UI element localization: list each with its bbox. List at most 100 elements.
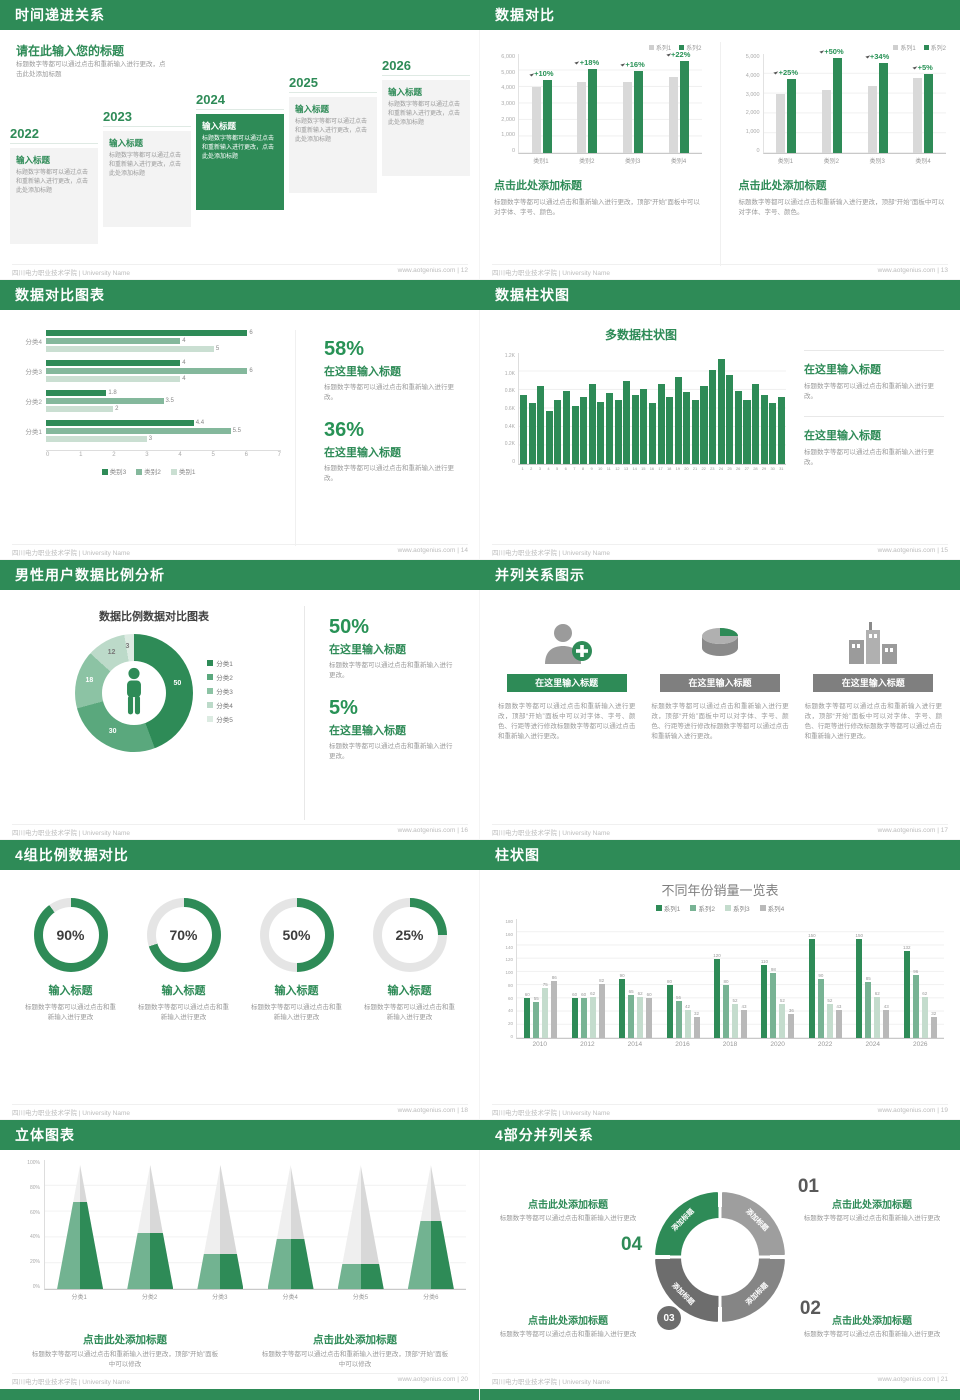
x-tick-label: 4 <box>178 452 182 458</box>
x-tick-label: 类别1 <box>533 159 549 165</box>
item-title-button[interactable]: 在这里输入标题 <box>813 674 934 692</box>
y-tick-label: 20 <box>507 1021 513 1027</box>
stat-value: 36% <box>324 419 365 442</box>
value-label: 120 <box>713 952 721 958</box>
timeline-item[interactable]: 2024 输入标题 标题数字等都可以通过点击和重新输入进行更改，点击此处添加标题 <box>196 92 284 210</box>
y-tick-label: 6,000 <box>501 54 515 60</box>
bar-series2 <box>924 73 934 153</box>
bar <box>554 399 562 464</box>
segment-label: 12 <box>107 648 116 656</box>
bar-group[interactable]: +5% <box>900 54 946 153</box>
bar-group[interactable]: +10% <box>519 54 565 153</box>
bar <box>769 402 777 464</box>
bar-group[interactable]: 80 56 42 32 <box>659 919 706 1038</box>
pct-label: +5% <box>912 63 933 72</box>
y-axis: 1.2K 1.0K 0.8K 0.6K 0.4K 0.2K 0 <box>496 353 518 465</box>
footer-school-text: 四川电力职业技术学院 | University Name <box>12 1110 130 1117</box>
hbar <box>46 368 248 374</box>
bar <box>657 384 665 464</box>
hbar-group[interactable]: 分类1 4.4 5.5 3 <box>16 420 281 444</box>
bar <box>731 1003 738 1038</box>
chart-title: 数据比例数据对比图表 <box>99 611 209 623</box>
timeline-item[interactable]: 2025 输入标题 标题数字等都可以通过点击和重新输入进行更改，点击此处添加标题 <box>289 75 377 193</box>
item-title-button[interactable]: 在这里输入标题 <box>506 674 627 692</box>
x-axis: 分类1 分类2 分类3 分类4 分类5 分类6 <box>44 1290 466 1301</box>
cone-item[interactable] <box>267 1165 314 1289</box>
value-label: 52 <box>827 997 833 1003</box>
legend-item: 系列1 <box>648 43 671 52</box>
timeline-item[interactable]: 2026 输入标题 标题数字等都可以通过点击和重新输入进行更改，点击此处添加标题 <box>382 58 470 176</box>
timeline-item[interactable]: 2022 输入标题 标题数字等都可以通过点击和重新输入进行更改，点击此处添加标题 <box>10 126 98 244</box>
slide-title: 立体图表 <box>15 1127 75 1143</box>
x-tick-label: 16 <box>649 466 655 471</box>
y-tick-label: 0.6K <box>504 405 515 412</box>
cone-item[interactable] <box>407 1165 454 1289</box>
value-label: 6 <box>249 368 253 374</box>
cone-item[interactable] <box>197 1165 244 1289</box>
bar <box>537 386 545 464</box>
item-title-button[interactable]: 在这里输入标题 <box>659 674 780 692</box>
bar-group[interactable]: +18% <box>565 54 611 153</box>
parallel-columns: 在这里输入标题 标题数字等都可以通过点击和重新输入进行更改，顶部“开始”面板中可… <box>480 590 960 826</box>
footer-school-text: 四川电力职业技术学院 | University Name <box>492 270 610 277</box>
bar-group[interactable]: 60 55 75 86 <box>517 919 564 1038</box>
y-tick-label: 20% <box>29 1259 40 1266</box>
bar-group[interactable]: 110 98 52 36 <box>754 919 801 1038</box>
bar-group[interactable]: +25% <box>764 54 810 153</box>
timeline-item[interactable]: 2023 输入标题 标题数字等都可以通过点击和重新输入进行更改，点击此处添加标题 <box>103 109 191 227</box>
bar-group[interactable]: +34% <box>855 52 901 153</box>
donut-panel: 数据比例数据对比图表 50 30 18 12 3 分类1 分类2 分类3 分类4 分类5 <box>14 600 294 826</box>
bar-series2 <box>588 68 598 153</box>
ratio-item[interactable]: 70% 输入标题 标题数字等都可以通过点击和重新输入进行更改 <box>127 898 240 1106</box>
x-axis: 类别1 类别2 类别3 类别4 <box>494 156 702 165</box>
bar-group[interactable]: +22% <box>656 50 702 153</box>
item-desc: 标题数字等都可以通过点击和重新输入进行更改，顶部“开始”面板中可以对字体、字号、… <box>651 703 789 741</box>
bar-group[interactable]: +50% <box>809 47 855 153</box>
bar-group[interactable]: 132 96 62 32 <box>897 919 944 1038</box>
cone-fill <box>127 1233 174 1289</box>
item-title: 输入标题 <box>48 985 93 997</box>
bar <box>683 391 691 464</box>
hbar-group[interactable]: 分类2 1.8 3.5 2 <box>16 390 281 414</box>
slide-footer: 四川电力职业技术学院 | University Name www.aotgeniu… <box>12 1104 468 1117</box>
y-tick-label: 0.4K <box>504 423 515 430</box>
slide-data-compare: 数据对比 系列1 系列2 6,000 5,000 4,000 3,000 2,000 1,00… <box>479 0 960 281</box>
bar <box>761 965 768 1038</box>
stat-desc: 标题数字等都可以通过点击和重新输入进行更改。 <box>329 662 453 680</box>
legend-label: 系列2 <box>930 45 946 52</box>
x-tick-label: 11 <box>606 466 611 471</box>
bar-group[interactable]: 150 90 52 43 <box>802 919 849 1038</box>
ratio-item[interactable]: 50% 输入标题 标题数字等都可以通过点击和重新输入进行更改 <box>240 898 353 1106</box>
chart-desc: 标题数字等都可以通过点击和重新输入进行更改，顶部“开始”面板中可以对字体、字号、… <box>738 199 945 217</box>
value-label: 80 <box>667 979 673 985</box>
bar-group[interactable]: 150 85 62 43 <box>849 919 896 1038</box>
bar <box>562 390 571 464</box>
x-axis: 0 1 2 3 4 5 6 7 <box>16 450 281 458</box>
donut-layout: 数据比例数据对比图表 50 30 18 12 3 分类1 分类2 分类3 分类4 分类5 50%… <box>0 590 480 826</box>
stat-title: 在这里输入标题 <box>324 447 401 460</box>
x-tick-label: 20 <box>684 466 689 471</box>
ring-number-01: 01 <box>797 1176 819 1197</box>
hbar-group[interactable]: 分类3 4 6 4 <box>16 360 281 384</box>
value-label: 62 <box>590 991 596 997</box>
ratio-item[interactable]: 90% 输入标题 标题数字等都可以通过点击和重新输入进行更改 <box>14 898 127 1106</box>
hbar-group[interactable]: 分类4 6 4 5 <box>16 330 281 354</box>
bar <box>835 1009 842 1038</box>
bar <box>912 974 919 1038</box>
timeline-card-title: 输入标题 <box>295 104 330 114</box>
bar-group[interactable]: +16% <box>610 54 656 153</box>
progress-ring: 25% <box>372 898 447 972</box>
ratio-item[interactable]: 25% 输入标题 标题数字等都可以通过点击和重新输入进行更改 <box>353 898 466 1106</box>
bar-group[interactable]: 90 65 62 60 <box>612 919 659 1038</box>
timeline-card-desc: 标题数字等都可以通过点击和重新输入进行更改，点击此处添加标题 <box>295 119 368 143</box>
cone-item[interactable] <box>57 1165 104 1289</box>
timeline-card: 输入标题标题数字等都可以通过点击和重新输入进行更改，点击此处添加标题 <box>289 97 377 193</box>
x-axis: 类别1 类别2 类别3 类别4 <box>739 156 947 165</box>
slide-header: 数据柱状图 <box>480 280 960 310</box>
cone-item[interactable] <box>127 1165 174 1289</box>
cone-item[interactable] <box>337 1165 384 1289</box>
segment-label: 3 <box>125 643 130 651</box>
bar-group[interactable]: 120 80 52 43 <box>707 919 754 1038</box>
bar-group[interactable]: 60 60 62 82 <box>564 919 611 1038</box>
ring-diagram: 添加标题 添加标题 添加标题 添加标题 <box>655 1192 785 1322</box>
